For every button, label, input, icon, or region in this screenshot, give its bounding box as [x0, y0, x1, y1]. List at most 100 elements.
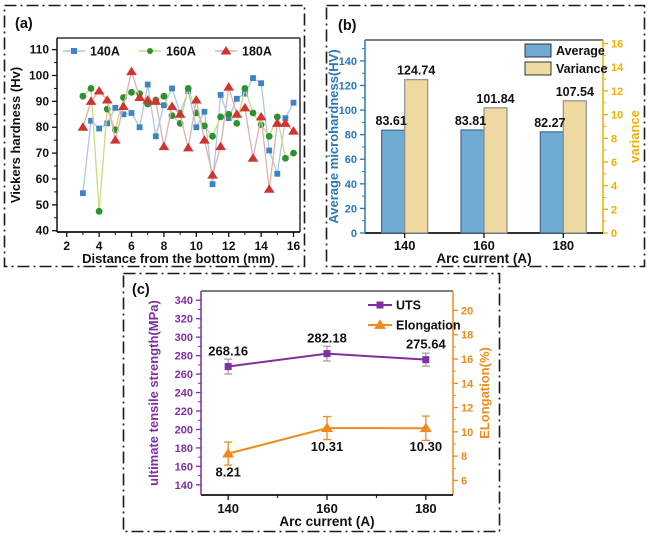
bar-variance-180 [562, 100, 587, 234]
marker-160A [290, 149, 297, 157]
panel-a-chart: (a) 2 4 6 8 10 12 14 16 40 50 60 70 80 90 100 110 Distan… [3, 4, 306, 268]
x-tick-label: 4 [96, 239, 103, 253]
bar-variance-160 [483, 107, 508, 234]
x-tick-label: 140 [394, 238, 416, 253]
marker-160A [128, 88, 135, 96]
marker-140A [161, 102, 167, 109]
marker-140A [274, 170, 281, 177]
y-tick-label: 12 [461, 403, 473, 415]
marker-180A [247, 153, 259, 162]
marker-180A [182, 142, 194, 152]
marker-160A [265, 132, 273, 140]
y-tick-label: 0 [351, 228, 357, 240]
marker-180A [215, 141, 226, 151]
value-label: 8.21 [216, 465, 241, 480]
marker-140A [225, 115, 232, 122]
y-tick-label: 80 [36, 120, 50, 134]
y-tick-label: 140 [339, 56, 357, 68]
value-label: 83.61 [376, 114, 407, 128]
marker-180A [118, 101, 129, 111]
marker-180A [288, 126, 299, 135]
marker-140A [88, 117, 94, 124]
marker-180A [190, 95, 202, 104]
marker-180A [101, 95, 113, 104]
y-tick-label: 10 [611, 110, 623, 122]
y-tick-label: 12 [611, 86, 623, 98]
y-tick-label: 14 [611, 62, 624, 74]
marker-140A [128, 110, 135, 116]
x-tick-label: 2 [63, 239, 70, 253]
x-tick-label: 16 [287, 239, 301, 253]
marker-Elongation [321, 422, 333, 433]
value-label: 10.31 [311, 439, 344, 454]
bar-average-140 [381, 129, 406, 234]
legend-label-UTS: UTS [396, 299, 421, 313]
y-tick-label: 0 [611, 228, 617, 240]
marker-180A [85, 96, 97, 105]
marker-140A [96, 125, 103, 132]
marker-140A [217, 92, 224, 98]
value-label: 101.84 [476, 92, 514, 106]
y-tick-label: 20 [461, 305, 473, 317]
marker-180A [207, 170, 218, 179]
y-tick-label: 20 [345, 203, 357, 215]
legend-marker-Elongation [374, 319, 386, 329]
y-tick-label: 8 [611, 133, 617, 145]
marker-160A [184, 85, 192, 92]
y-tick-label: 260 [175, 369, 193, 381]
marker-140A [233, 95, 240, 102]
marker-UTS [422, 356, 430, 364]
y-tick-label: 280 [175, 351, 193, 363]
marker-160A [282, 154, 289, 162]
marker-140A [201, 108, 208, 115]
legend-label-180A: 180A [242, 45, 272, 59]
panel-a-border [3, 4, 306, 268]
y-tick-label: 16 [461, 354, 473, 366]
marker-180A [109, 135, 121, 144]
legend-swatch-Average [524, 43, 552, 58]
y-tick-label: 220 [175, 406, 193, 418]
legend-marker-UTS [376, 301, 384, 309]
marker-140A [144, 81, 151, 88]
panel-c-label: (c) [132, 282, 150, 298]
panel-b-border [325, 4, 646, 268]
marker-140A [258, 80, 265, 87]
x-tick-label: 140 [217, 501, 239, 516]
y-tick-label: 40 [36, 224, 50, 238]
y-tick-label: 50 [36, 198, 50, 212]
marker-180A [280, 118, 291, 127]
marker-160A [87, 85, 95, 92]
marker-160A [249, 109, 257, 117]
marker-160A [79, 92, 87, 100]
y-tick-label: 100 [29, 69, 49, 83]
x-tick-label: 160 [316, 501, 338, 516]
marker-160A [217, 113, 225, 121]
y-tick-label: 80 [345, 130, 357, 142]
marker-160A [201, 122, 208, 130]
y-tick-label: 2 [611, 204, 617, 216]
marker-160A [95, 207, 103, 215]
x-axis-title: Arc current (A) [436, 251, 531, 266]
marker-160A [273, 113, 281, 121]
marker-160A [209, 132, 216, 140]
panel-c-border [122, 272, 501, 533]
marker-160A [241, 85, 249, 92]
y-tick-label: 6 [461, 475, 467, 487]
value-label: 282.18 [307, 331, 347, 346]
y-axis-title-left: ultimate tensile strength(MPa) [146, 300, 161, 486]
marker-140A [266, 147, 273, 154]
marker-180A [199, 135, 210, 144]
marker-180A [174, 109, 186, 118]
y-tick-label: 6 [611, 157, 617, 169]
y-axis-title-right: ELongation(%) [477, 347, 492, 439]
y-axis-title-right: variance [627, 110, 642, 163]
marker-180A [166, 101, 178, 111]
x-tick-label: 6 [128, 239, 135, 253]
marker-160A [225, 110, 233, 118]
panel-b-chart: (b) 0 20 40 60 80 100 120 140 0 2 4 6 8 10 12 14 16 83.61… [325, 4, 646, 268]
y-tick-label: 16 [611, 39, 623, 51]
marker-180A [150, 96, 162, 105]
value-label: 107.54 [556, 85, 594, 99]
y-tick-label: 180 [175, 443, 193, 455]
marker-140A [112, 104, 119, 111]
